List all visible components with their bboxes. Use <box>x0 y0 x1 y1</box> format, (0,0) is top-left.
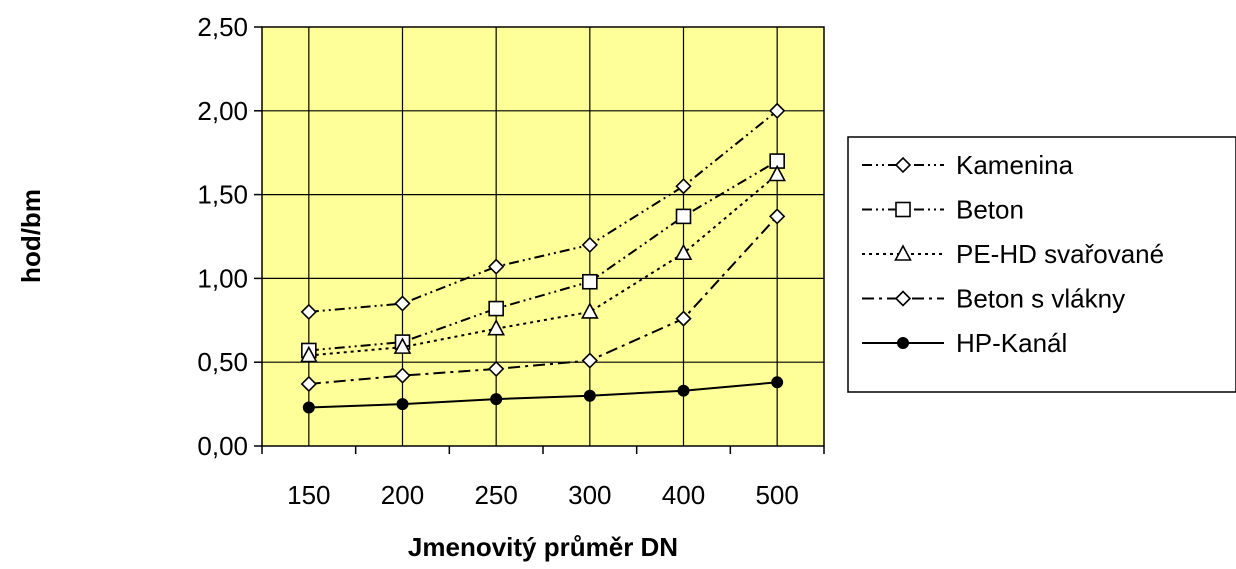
legend: Kamenina Beton PE-HD svařované Beton s vlák… <box>847 136 1236 393</box>
series-line <box>308 160 778 352</box>
legend-label: Beton s vlákny <box>956 284 1125 314</box>
series-line <box>308 173 778 357</box>
data-point <box>581 236 598 254</box>
series-2 <box>299 164 787 363</box>
legend-marker <box>895 201 911 218</box>
data-point <box>581 352 598 369</box>
x-axis-title: Jmenovitý průměr DN <box>408 532 678 562</box>
data-point <box>675 178 692 195</box>
series-4 <box>302 376 784 414</box>
data-point <box>583 389 596 402</box>
y-tick-label: 2,00 <box>197 96 248 126</box>
data-point <box>300 303 317 321</box>
series-line <box>308 110 778 313</box>
data-point <box>675 310 692 327</box>
data-point <box>769 102 786 119</box>
y-tick-label: 0,50 <box>197 347 248 377</box>
series-layer <box>299 102 787 414</box>
plot-area <box>261 26 825 447</box>
data-point <box>488 300 504 317</box>
legend-label: Beton <box>956 195 1024 225</box>
axes <box>254 26 825 454</box>
x-tick-label: 300 <box>568 480 611 510</box>
x-tick-label: 150 <box>287 480 330 510</box>
data-point <box>487 318 506 336</box>
legend-item: PE-HD svařované <box>862 239 1164 269</box>
data-point <box>580 302 599 319</box>
legend-box <box>847 136 1236 393</box>
x-tick-label: 500 <box>755 480 798 510</box>
legend-item: Kamenina <box>862 150 1074 180</box>
data-point <box>674 243 693 261</box>
series-3 <box>300 208 786 393</box>
data-point <box>488 258 505 275</box>
data-point <box>302 401 315 414</box>
y-tick-label: 1,00 <box>197 263 248 293</box>
legend-marker <box>894 244 912 261</box>
y-tick-label: 2,50 <box>197 12 248 42</box>
data-point <box>299 345 318 363</box>
legend-item: Beton <box>862 195 1024 225</box>
y-tick-label: 1,50 <box>197 180 248 210</box>
data-point <box>393 337 412 354</box>
data-point <box>300 375 317 393</box>
legend-label: HP-Kanál <box>956 328 1067 358</box>
data-point <box>675 208 692 225</box>
y-tick-label: 0,00 <box>197 431 248 461</box>
data-point <box>768 164 787 182</box>
legend-marker <box>897 337 909 349</box>
data-point <box>394 295 411 312</box>
x-tick-label: 200 <box>381 480 424 510</box>
x-tick-label: 400 <box>662 480 705 510</box>
grid-lines <box>262 27 824 446</box>
series-line <box>308 215 778 385</box>
data-point <box>396 398 409 411</box>
legend-item: Beton s vlákny <box>862 284 1125 314</box>
data-point <box>490 393 503 406</box>
data-point <box>769 208 786 225</box>
data-point <box>582 273 598 290</box>
tick-labels: 0,00 0,50 1,00 1,50 2,00 2,50 150 200 250 300 400 5… <box>197 12 798 510</box>
x-tick-label: 250 <box>474 480 517 510</box>
legend-label: PE-HD svařované <box>956 239 1164 269</box>
data-point <box>394 367 411 384</box>
legend-marker <box>894 156 912 174</box>
data-point <box>488 360 505 378</box>
y-axis-title: hod/bm <box>16 189 46 283</box>
data-point <box>677 384 690 397</box>
data-point <box>771 376 784 389</box>
legend-marker <box>894 290 912 307</box>
legend-label: Kamenina <box>956 150 1074 180</box>
series-0 <box>300 102 786 321</box>
legend-item: HP-Kanál <box>862 328 1067 358</box>
series-line <box>308 381 778 409</box>
